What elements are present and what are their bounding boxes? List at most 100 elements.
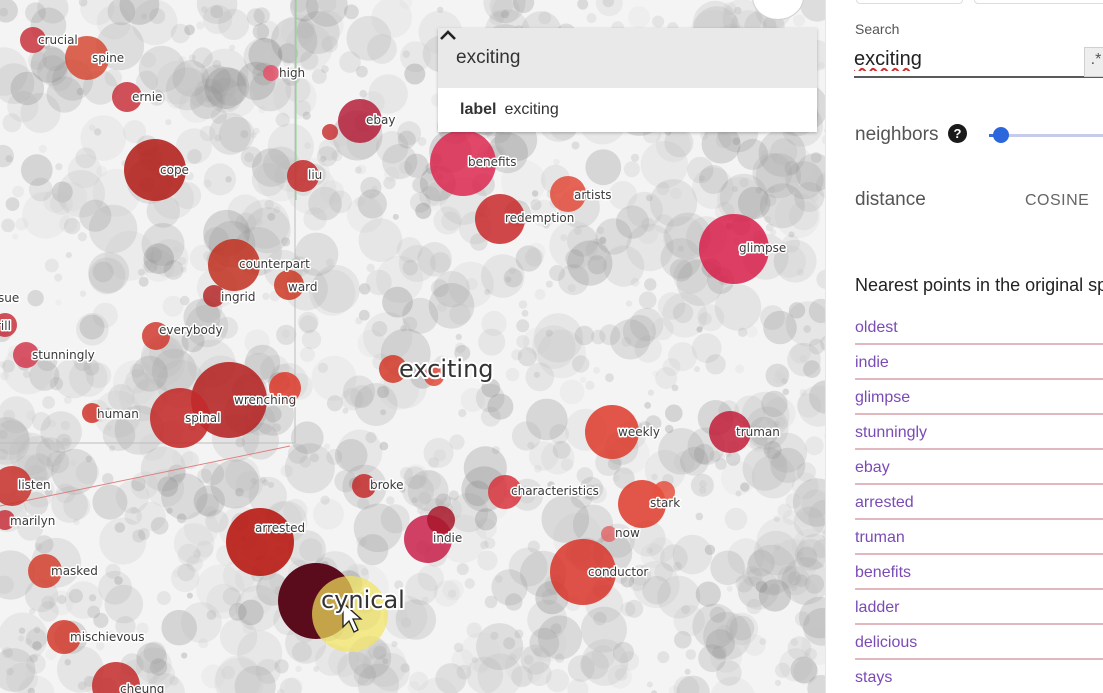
background-point <box>417 564 444 592</box>
nearest-point-row[interactable]: ladder <box>855 590 1103 625</box>
nearest-point-row[interactable]: glimpse <box>855 380 1103 415</box>
point-spine[interactable] <box>65 36 109 80</box>
nearest-point-row[interactable]: stays <box>855 660 1103 693</box>
nearest-point-row[interactable]: truman <box>855 520 1103 555</box>
background-point <box>281 329 290 338</box>
nearest-point-label[interactable]: arrested <box>855 494 914 511</box>
top-button-left[interactable] <box>856 0 963 4</box>
point-conductor[interactable] <box>550 539 616 605</box>
point-now[interactable] <box>601 526 617 542</box>
nearest-point-label[interactable]: benefits <box>855 564 912 581</box>
point-rill[interactable] <box>0 313 17 337</box>
point-wrenching[interactable] <box>191 362 267 438</box>
top-button-right[interactable] <box>974 0 1103 4</box>
point-redemption[interactable] <box>475 194 525 244</box>
point-everybody[interactable] <box>142 322 170 350</box>
point-crucial[interactable] <box>20 27 46 53</box>
label-dropdown-item[interactable]: label exciting <box>438 88 817 132</box>
nearest-point-label[interactable]: ladder <box>855 599 900 616</box>
background-point <box>537 615 583 660</box>
background-point <box>373 645 387 660</box>
label-dropdown-header[interactable]: exciting <box>438 28 817 88</box>
background-point <box>300 347 315 362</box>
nearest-point-label[interactable]: ebay <box>855 459 890 476</box>
point-benefits[interactable] <box>430 130 496 196</box>
point-weekly[interactable] <box>585 405 639 459</box>
background-point <box>142 249 175 282</box>
neighbors-slider-thumb[interactable] <box>993 127 1009 143</box>
background-point <box>503 268 523 288</box>
point-spinal[interactable] <box>150 388 210 448</box>
point-mischievous[interactable] <box>47 620 81 654</box>
point-truman[interactable] <box>709 411 751 453</box>
point-ebay-b[interactable] <box>322 124 338 140</box>
point-label-high: high <box>279 66 305 80</box>
background-point <box>478 328 506 356</box>
nearest-point-label[interactable]: glimpse <box>855 389 911 406</box>
nearest-point-row[interactable]: arrested <box>855 485 1103 520</box>
nearest-point-label[interactable]: oldest <box>855 319 898 336</box>
background-point <box>131 0 178 46</box>
point-label-sue: sue <box>0 291 19 305</box>
help-icon[interactable]: ? <box>948 124 967 143</box>
point-spinal-b[interactable] <box>269 372 301 404</box>
point-stunningly[interactable] <box>13 342 39 368</box>
background-point <box>280 464 293 478</box>
point-exciting[interactable] <box>379 355 407 383</box>
background-point <box>555 653 565 663</box>
regex-toggle-button[interactable]: .* <box>1084 47 1103 77</box>
background-point <box>710 550 745 586</box>
point-ward[interactable] <box>274 270 304 300</box>
point-characteristics[interactable] <box>488 475 522 509</box>
point-listen[interactable] <box>0 466 32 506</box>
nearest-point-row[interactable]: indie <box>855 345 1103 380</box>
projector-canvas[interactable]: crucial spine high ernie ebay cope benefits liu… <box>0 0 825 693</box>
background-point <box>146 246 163 263</box>
point-indie-b[interactable] <box>427 506 455 534</box>
point-exciting-b[interactable] <box>424 366 444 386</box>
nearest-point-row[interactable]: ebay <box>855 450 1103 485</box>
background-point <box>211 108 227 124</box>
background-point <box>297 311 319 333</box>
background-point <box>165 67 209 111</box>
background-point <box>665 404 683 423</box>
point-glimpse[interactable] <box>699 214 769 284</box>
point-cheung[interactable] <box>92 662 140 693</box>
label-dropdown[interactable]: exciting label exciting <box>438 28 817 132</box>
background-point <box>395 609 408 623</box>
point-liu[interactable] <box>287 160 319 192</box>
point-cope[interactable] <box>124 139 186 201</box>
search-input[interactable] <box>854 42 1103 78</box>
point-human[interactable] <box>82 403 102 423</box>
background-point <box>25 638 32 645</box>
neighbors-slider-track[interactable] <box>989 134 1103 137</box>
scatter-plot[interactable]: crucial spine high ernie ebay cope benefits liu… <box>0 0 825 693</box>
point-masked[interactable] <box>28 554 62 588</box>
background-point <box>23 370 31 379</box>
nearest-point-row[interactable]: delicious <box>855 625 1103 660</box>
point-counterpart[interactable] <box>208 239 260 291</box>
nearest-point-label[interactable]: indie <box>855 354 889 371</box>
nearest-point-label[interactable]: delicious <box>855 634 918 651</box>
point-ingrid[interactable] <box>203 285 225 307</box>
nearest-point-row[interactable]: benefits <box>855 555 1103 590</box>
chevron-up-icon[interactable] <box>438 28 458 42</box>
point-ernie[interactable] <box>112 82 142 112</box>
nearest-point-row[interactable]: oldest <box>855 310 1103 345</box>
point-ebay[interactable] <box>338 99 382 143</box>
background-point <box>140 446 186 492</box>
point-marilyn[interactable] <box>0 510 15 530</box>
nearest-point-label[interactable]: truman <box>855 529 905 546</box>
background-point <box>317 146 338 167</box>
nearest-point-label[interactable]: stunningly <box>855 424 928 441</box>
background-point <box>186 555 204 572</box>
point-artists[interactable] <box>550 176 586 212</box>
point-arrested[interactable] <box>226 508 294 576</box>
distance-cosine-option[interactable]: COSINE <box>1025 192 1090 209</box>
point-broke[interactable] <box>352 474 376 498</box>
background-point <box>647 389 655 396</box>
point-stark-b[interactable] <box>653 481 675 503</box>
point-high[interactable] <box>263 65 279 81</box>
nearest-point-row[interactable]: stunningly <box>855 415 1103 450</box>
nearest-point-label[interactable]: stays <box>855 669 893 686</box>
